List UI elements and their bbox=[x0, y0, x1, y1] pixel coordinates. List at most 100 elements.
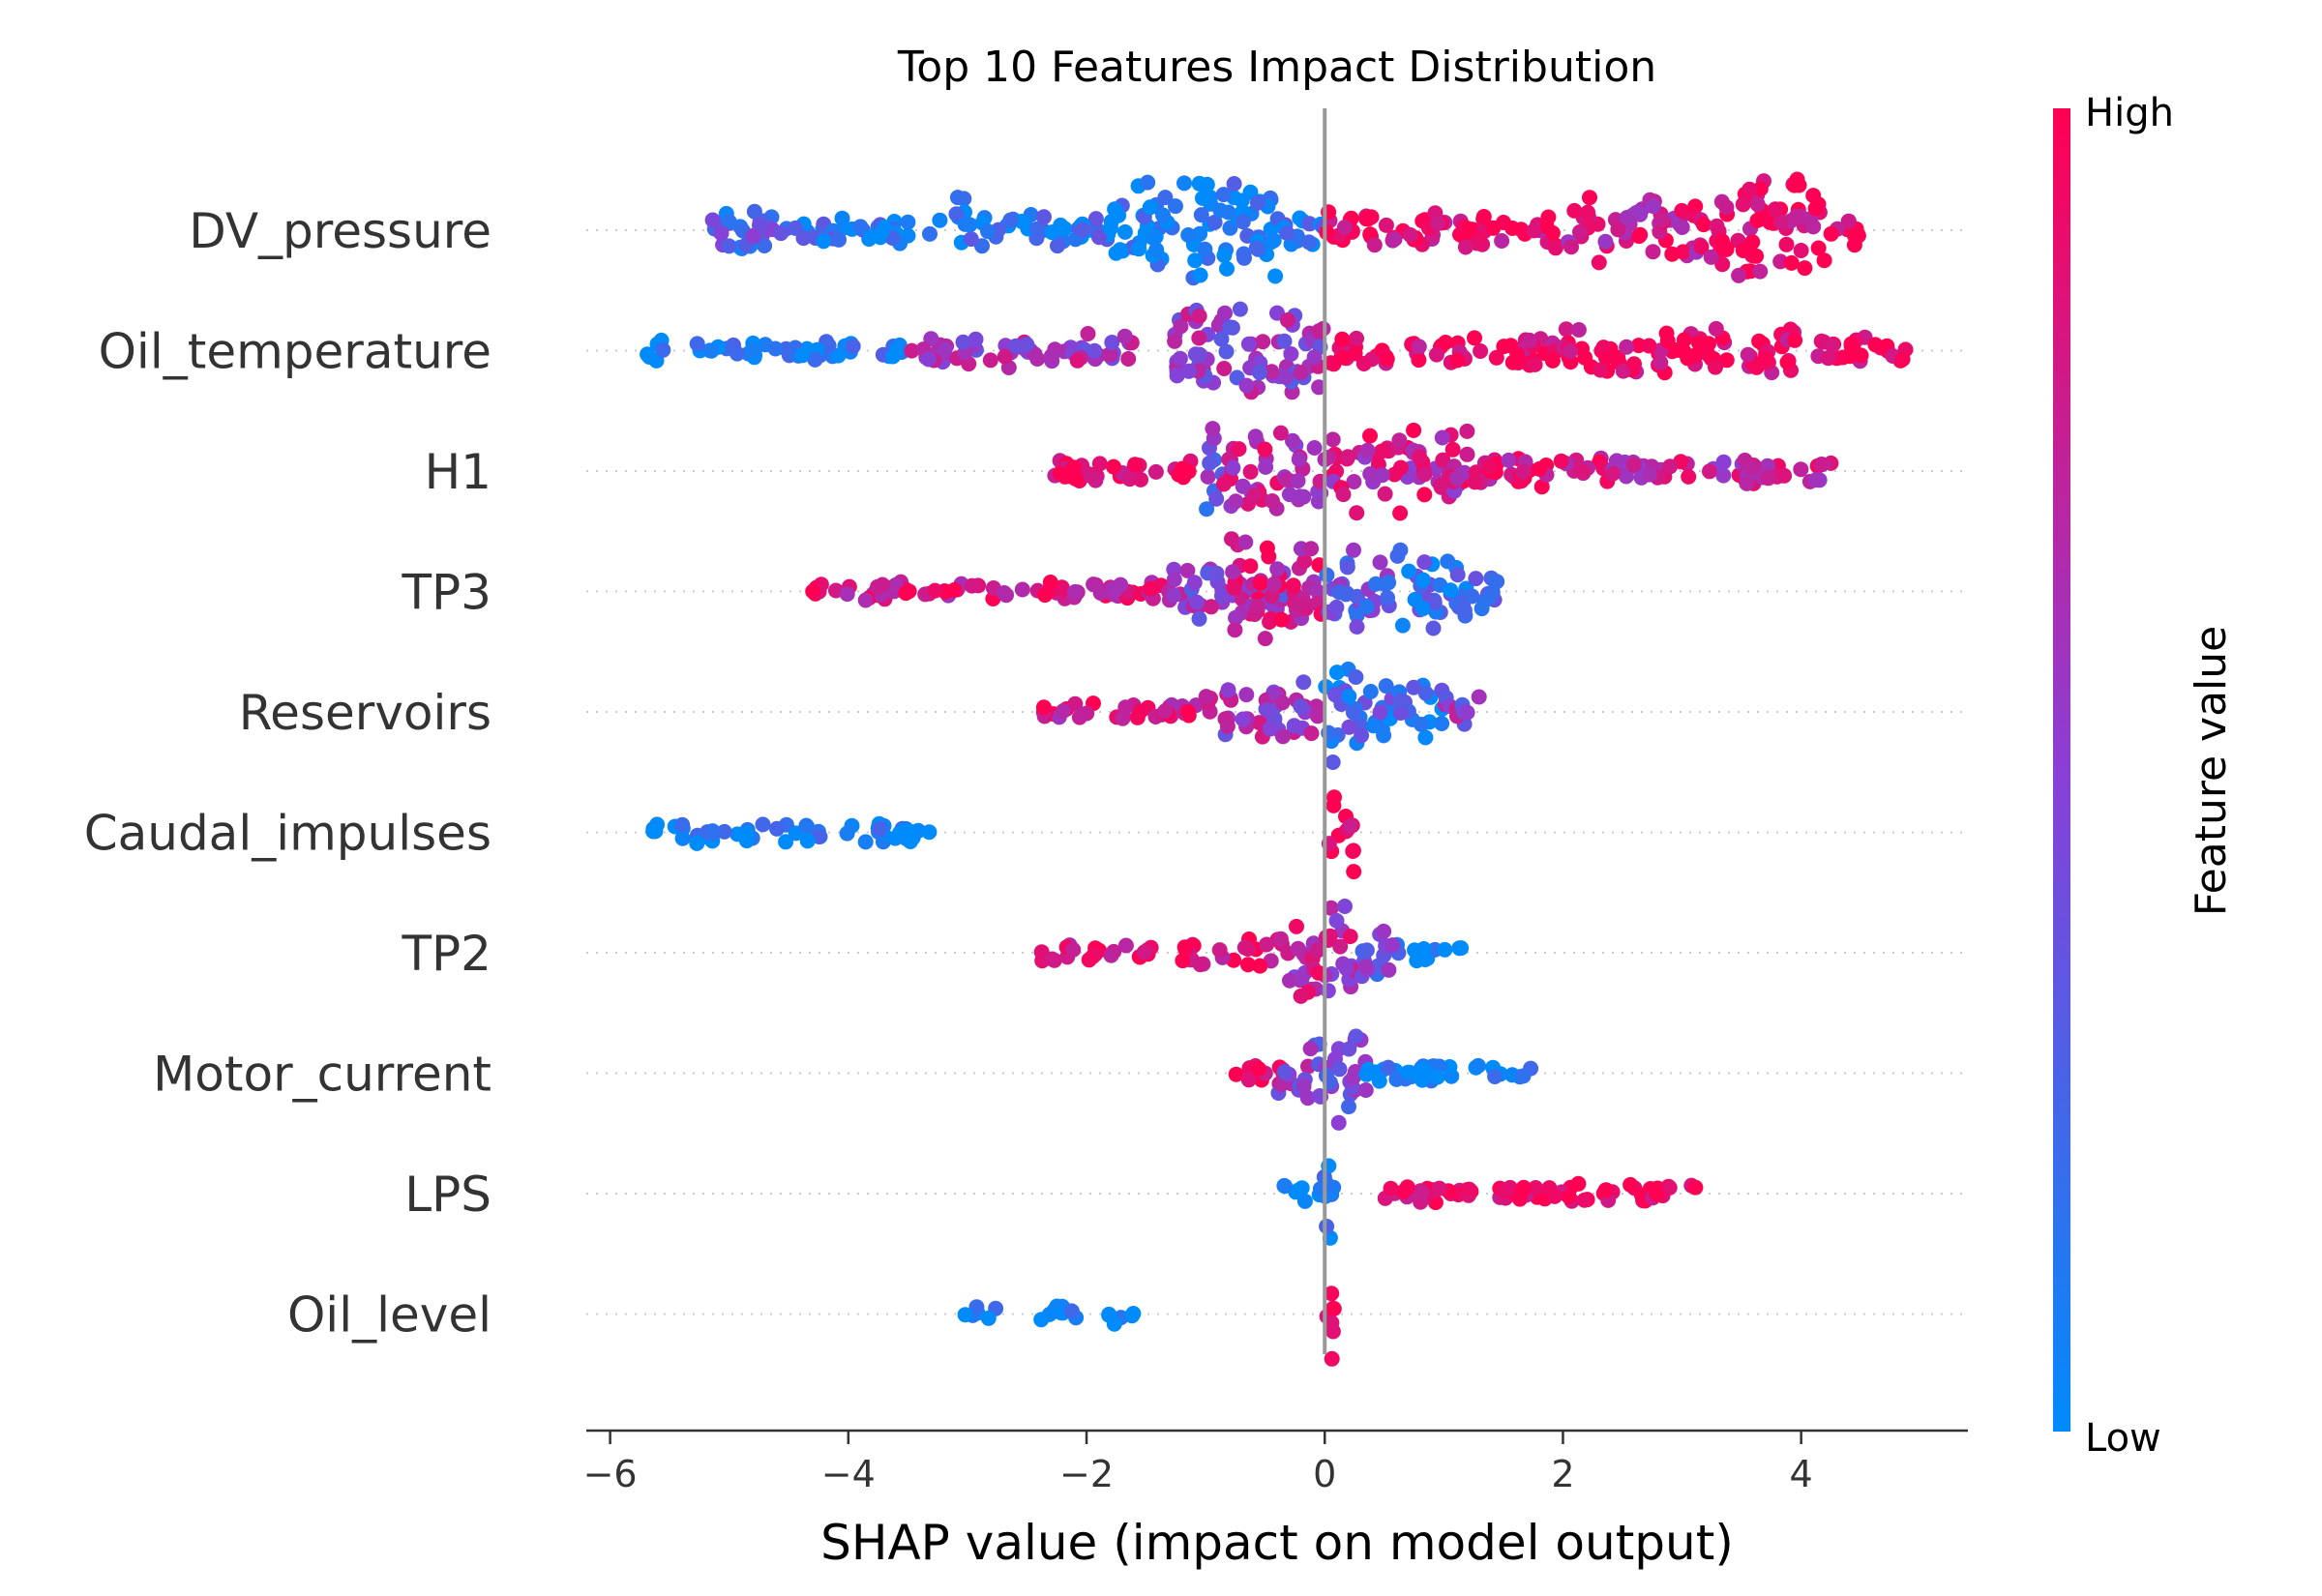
shap-point bbox=[1301, 234, 1317, 251]
shap-point bbox=[852, 219, 869, 235]
shap-point bbox=[1440, 553, 1456, 570]
feature-swarm-DV_pressure bbox=[704, 171, 1866, 286]
shap-point bbox=[1225, 459, 1241, 476]
shap-point bbox=[1381, 575, 1397, 591]
shap-point bbox=[1259, 936, 1275, 953]
shap-point bbox=[1348, 1028, 1364, 1045]
shap-point bbox=[955, 334, 971, 350]
shap-point bbox=[1339, 559, 1355, 576]
shap-point bbox=[1467, 474, 1483, 490]
shap-point bbox=[1252, 365, 1267, 381]
shap-point bbox=[1242, 558, 1259, 575]
shap-point bbox=[1582, 190, 1597, 206]
shap-point bbox=[1372, 704, 1388, 721]
shap-point bbox=[1205, 421, 1221, 437]
shap-point bbox=[1362, 466, 1379, 482]
shap-point bbox=[1172, 350, 1188, 367]
shap-point bbox=[721, 238, 737, 254]
shap-point bbox=[1406, 422, 1422, 438]
shap-point bbox=[1330, 1114, 1347, 1131]
shap-point bbox=[1641, 466, 1657, 483]
shap-point bbox=[1225, 564, 1241, 580]
shap-point bbox=[1515, 463, 1532, 480]
x-tick-label: 4 bbox=[1790, 1453, 1813, 1495]
shap-point bbox=[1813, 457, 1830, 473]
shap-point bbox=[1457, 239, 1474, 255]
shap-point bbox=[1434, 429, 1450, 446]
feature-label: TP2 bbox=[401, 926, 491, 982]
shap-point bbox=[1674, 202, 1690, 219]
shap-point bbox=[1365, 718, 1382, 734]
shap-point bbox=[1276, 1064, 1293, 1080]
shap-point bbox=[1262, 614, 1278, 630]
shap-point bbox=[885, 348, 901, 365]
shap-point bbox=[1357, 959, 1374, 975]
shap-point bbox=[1618, 468, 1634, 485]
shap-point bbox=[1341, 688, 1357, 704]
shap-point bbox=[1758, 349, 1773, 366]
shap-point bbox=[1346, 542, 1361, 558]
shap-point bbox=[1340, 449, 1356, 465]
shap-point bbox=[1645, 198, 1661, 215]
shap-point bbox=[839, 825, 855, 842]
shap-point bbox=[1715, 454, 1732, 470]
shap-point bbox=[1157, 703, 1174, 720]
shap-point bbox=[1309, 942, 1325, 959]
shap-point bbox=[1362, 684, 1379, 699]
shap-point bbox=[1310, 583, 1326, 600]
shap-point bbox=[1481, 458, 1498, 475]
feature-swarm-TP3 bbox=[805, 531, 1505, 647]
shap-point bbox=[799, 833, 816, 849]
shap-point bbox=[932, 212, 948, 228]
shap-point bbox=[1484, 584, 1501, 601]
shap-point bbox=[980, 223, 996, 240]
shap-point bbox=[1690, 335, 1707, 351]
shap-point bbox=[1303, 541, 1320, 557]
shap-point bbox=[1626, 356, 1642, 372]
shap-point bbox=[1290, 940, 1306, 957]
shap-point bbox=[1285, 577, 1301, 594]
beeswarm-points bbox=[640, 171, 1914, 1367]
shap-point bbox=[1290, 597, 1306, 613]
shap-point bbox=[1459, 704, 1475, 721]
shap-point bbox=[1378, 678, 1394, 695]
feature-label: Oil_temperature bbox=[99, 324, 491, 380]
shap-point bbox=[1217, 305, 1233, 321]
shap-point bbox=[1437, 941, 1453, 958]
shap-point bbox=[1748, 359, 1765, 375]
shap-point bbox=[1050, 238, 1065, 254]
shap-point bbox=[1749, 196, 1766, 213]
shap-point bbox=[1368, 576, 1384, 592]
shap-point bbox=[1175, 460, 1190, 477]
feature-label: H1 bbox=[425, 444, 491, 500]
shap-point bbox=[1349, 330, 1364, 346]
shap-point bbox=[1346, 1069, 1362, 1085]
shap-point bbox=[1807, 200, 1824, 217]
shap-point bbox=[1805, 219, 1822, 235]
shap-point bbox=[1278, 471, 1295, 488]
shap-point bbox=[1805, 188, 1822, 204]
shap-point bbox=[1275, 728, 1291, 745]
shap-point bbox=[1341, 1099, 1356, 1115]
shap-point bbox=[1808, 472, 1824, 488]
shap-point bbox=[1080, 326, 1096, 341]
shap-point bbox=[1069, 352, 1086, 369]
shap-point bbox=[1081, 952, 1097, 968]
shap-point bbox=[1474, 601, 1490, 617]
shap-point bbox=[1509, 346, 1526, 363]
shap-point bbox=[1216, 361, 1233, 376]
shap-point bbox=[674, 830, 691, 846]
shap-point bbox=[1735, 196, 1751, 213]
shap-point bbox=[1120, 351, 1137, 367]
shap-point bbox=[1211, 942, 1228, 959]
shap-point bbox=[1347, 345, 1363, 362]
shap-point bbox=[1212, 202, 1229, 219]
shap-point bbox=[1295, 1079, 1312, 1095]
shap-point bbox=[1348, 669, 1364, 685]
shap-point bbox=[701, 342, 718, 359]
shap-point bbox=[1199, 501, 1215, 517]
shap-point bbox=[1349, 619, 1365, 635]
shap-point bbox=[1309, 708, 1325, 724]
shap-point bbox=[1415, 572, 1431, 588]
